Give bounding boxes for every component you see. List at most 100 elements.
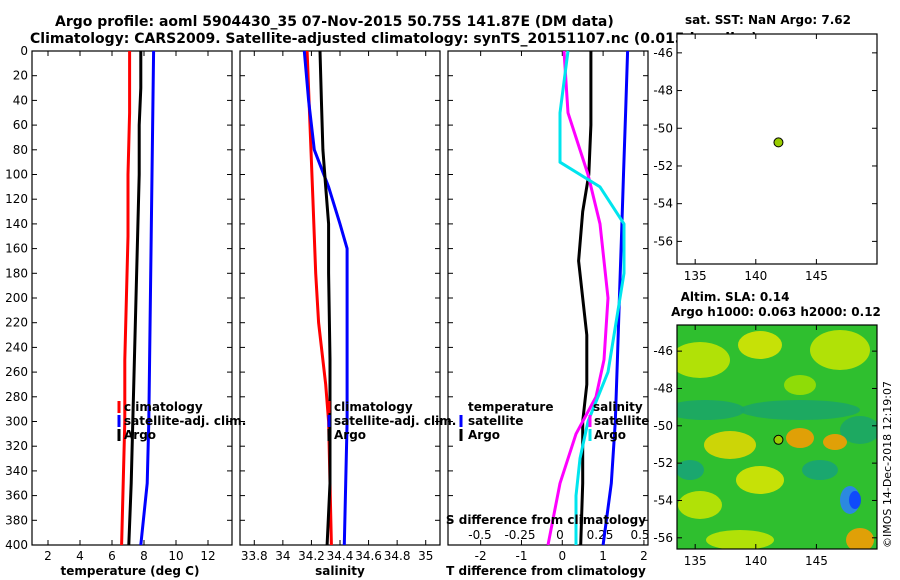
x-tick-label: -1 — [515, 549, 527, 563]
y-tick-label: 300 — [5, 415, 28, 429]
sst-map-axes: 135 140 145 -46 -48 -50 -52 -54 -56 — [653, 34, 877, 283]
x-tick-label: 10 — [168, 549, 183, 563]
secondary-x-tick-label: 0.5 — [630, 528, 649, 542]
x-tick-label: 12 — [200, 549, 215, 563]
x-tick-label: 2 — [640, 549, 648, 563]
temperature-legend: climatology satellite-adj. clim. Argo — [117, 400, 246, 442]
difference-secondary-xlabel: S difference from climatology — [446, 513, 646, 527]
map-x-tick-label: 145 — [805, 269, 828, 283]
map-y-tick-label: -46 — [653, 46, 673, 60]
difference-plot: -2 -1 0 1 2 -0.5 -0.25 0 0.25 0.5 — [448, 50, 650, 563]
figure-title-line1: Argo profile: aoml 5904430_35 07-Nov-201… — [55, 14, 614, 30]
sla-blob — [678, 491, 722, 519]
sla-blob — [677, 342, 730, 378]
secondary-x-tick-label: -0.5 — [468, 528, 491, 542]
y-tick-label: 100 — [5, 168, 28, 182]
sla-blob — [810, 330, 870, 370]
salinity-panel-frame — [239, 50, 441, 546]
sla-blob — [802, 460, 838, 480]
temperature-xlabel: temperature (deg C) — [61, 564, 200, 578]
y-tick-label: 0 — [20, 44, 28, 58]
legend-label-satellite: satellite-adj. clim. — [124, 414, 246, 428]
sla-blob — [786, 428, 814, 448]
sla-blob — [706, 530, 774, 549]
x-tick-label: 8 — [140, 549, 148, 563]
salinity-legend: climatology satellite-adj. clim. Argo — [327, 400, 456, 442]
sla-blob — [849, 491, 861, 509]
x-tick-label: 33.8 — [241, 549, 268, 563]
legend-label-s-argo: Argo — [594, 428, 626, 442]
sla-blob — [738, 331, 782, 359]
sla-blob — [677, 400, 745, 420]
sla-heatmap — [677, 325, 877, 549]
sst-map-title: sat. SST: NaN Argo: 7.62 — [685, 13, 851, 27]
sla-blob — [740, 400, 860, 420]
y-tick-label: 220 — [5, 316, 28, 330]
legend-label-climatology: climatology — [124, 400, 203, 414]
y-tick-label: 400 — [5, 538, 28, 552]
x-tick-label: 34.4 — [327, 549, 354, 563]
secondary-x-tick-label: 0 — [556, 528, 564, 542]
x-tick-label: 4 — [76, 549, 84, 563]
map-y-tick-label: -50 — [653, 419, 673, 433]
sla-map-axes: 135 140 145 -46 -48 -50 -52 -54 -56 — [653, 325, 877, 568]
legend-title-temperature: temperature — [468, 400, 553, 414]
legend-label-s-satellite: satellite — [594, 414, 649, 428]
series-satellite-adj-clim- — [302, 50, 349, 546]
series-argo — [127, 51, 143, 546]
y-tick-label: 200 — [5, 291, 28, 305]
map-x-tick-label: 145 — [805, 554, 828, 568]
difference-legend-temperature: temperature satellite Argo — [459, 400, 553, 442]
map-y-tick-label: -54 — [653, 197, 673, 211]
sla-map-frame — [676, 324, 878, 550]
sla-blob — [823, 434, 847, 450]
legend-label-t-argo: Argo — [468, 428, 500, 442]
y-tick-label: 340 — [5, 464, 28, 478]
map-y-tick-label: -54 — [653, 493, 673, 507]
sst-map-frame — [676, 33, 878, 265]
legend-title-salinity: salinity — [593, 400, 643, 414]
salinity-plot: 33.8 34 34.2 34.4 34.6 34.8 35 — [240, 50, 440, 563]
series-t-argo — [577, 51, 593, 546]
x-tick-label: 34 — [275, 549, 290, 563]
y-tick-label: 120 — [5, 192, 28, 206]
salinity-xlabel: salinity — [315, 564, 365, 578]
y-tick-label: 360 — [5, 489, 28, 503]
sla-blob — [677, 460, 704, 480]
y-tick-label: 260 — [5, 365, 28, 379]
y-tick-label: 80 — [13, 143, 28, 157]
difference-xlabel: T difference from climatology — [446, 564, 646, 578]
map-y-tick-label: -48 — [653, 84, 673, 98]
legend-label-climatology: climatology — [334, 400, 413, 414]
series-climatology — [120, 51, 132, 546]
secondary-x-tick-label: -0.25 — [504, 528, 535, 542]
x-tick-label: -2 — [475, 549, 487, 563]
y-tick-label: 40 — [13, 93, 28, 107]
y-tick-label: 60 — [13, 118, 28, 132]
map-y-tick-label: -56 — [653, 531, 673, 545]
sla-blob — [704, 431, 756, 459]
argo-float-marker — [773, 434, 784, 445]
y-tick-label: 280 — [5, 390, 28, 404]
y-tick-label: 240 — [5, 340, 28, 354]
temperature-plot: 2 4 6 8 10 1202040608010012014016018020022024… — [5, 44, 232, 563]
map-x-tick-label: 140 — [744, 554, 767, 568]
legend-label-argo: Argo — [334, 428, 366, 442]
map-y-tick-label: -52 — [653, 159, 673, 173]
map-x-tick-label: 135 — [684, 269, 707, 283]
map-y-tick-label: -52 — [653, 456, 673, 470]
y-tick-label: 380 — [5, 513, 28, 527]
map-y-tick-label: -48 — [653, 381, 673, 395]
sla-blob — [736, 466, 784, 494]
series-satellite-adj-clim- — [139, 50, 156, 546]
series-argo — [318, 50, 332, 546]
difference-legend-salinity: salinity satellite Argo — [588, 400, 649, 442]
x-tick-label: 6 — [108, 549, 116, 563]
map-y-tick-label: -46 — [653, 344, 673, 358]
sla-map-subtitle: Argo h1000: 0.063 h2000: 0.12 — [671, 305, 881, 319]
x-tick-label: 34.6 — [355, 549, 382, 563]
sla-heatmap-blobs — [677, 330, 877, 549]
sla-blob — [846, 528, 874, 549]
credit-text: ©IMOS 14-Dec-2018 12:19:07 — [881, 381, 894, 548]
legend-label-argo: Argo — [124, 428, 156, 442]
